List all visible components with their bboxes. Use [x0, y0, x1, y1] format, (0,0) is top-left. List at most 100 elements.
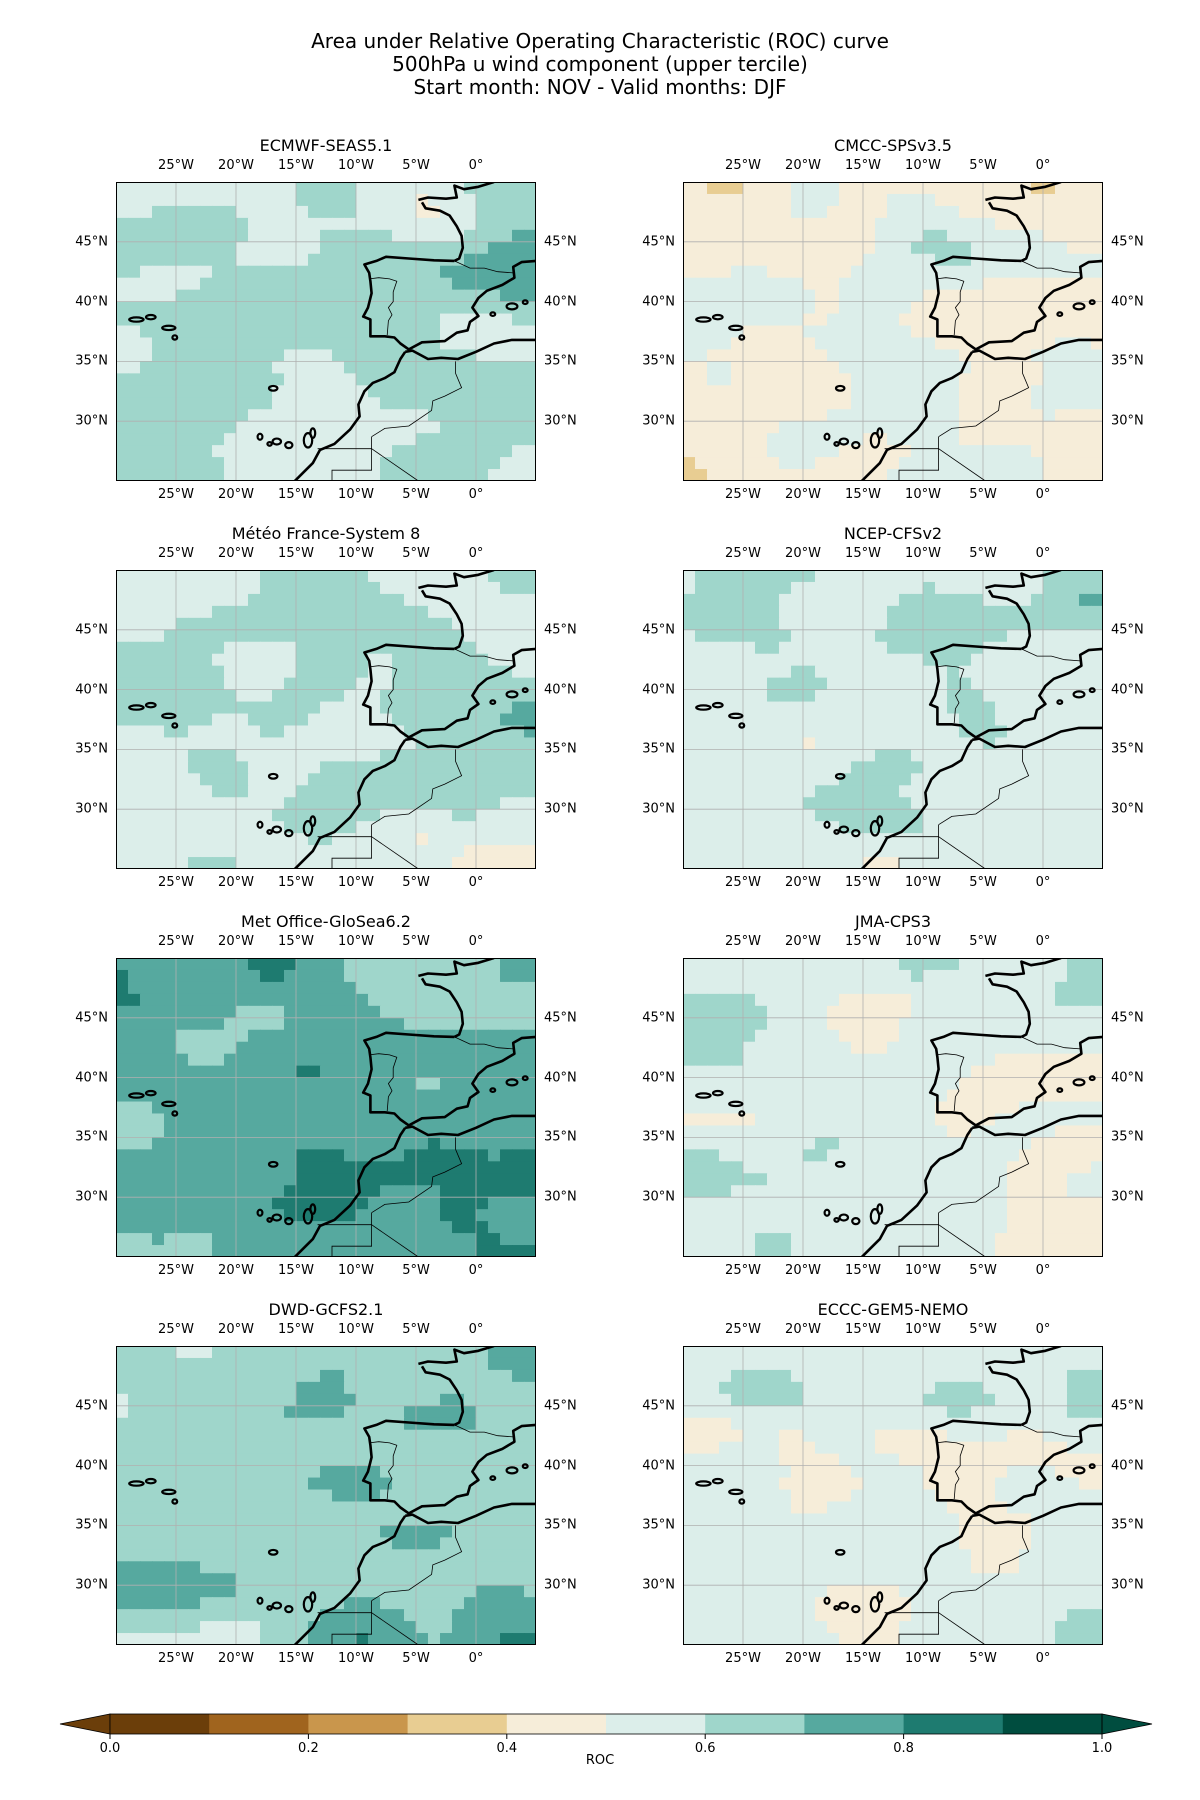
- panel-title-dwd-gcfs2-1: DWD-GCFS2.1: [268, 1300, 384, 1319]
- country-border: [369, 277, 398, 336]
- coastline: [987, 589, 1032, 651]
- island: [738, 1498, 746, 1505]
- island: [309, 1203, 317, 1216]
- roc-map-dwd-gcfs2-1: [116, 1346, 536, 1645]
- colorbar-segment: [308, 1714, 409, 1734]
- lat-tick-right: 45°N: [1111, 622, 1144, 638]
- colorbar-tick-label: 0.8: [893, 1741, 914, 1756]
- coastline: [420, 201, 465, 263]
- country-border: [1021, 1424, 1081, 1438]
- island: [171, 1498, 179, 1505]
- lon-tick-bottom: 15°W: [278, 487, 314, 502]
- island: [161, 1100, 177, 1108]
- island: [876, 815, 884, 828]
- island: [284, 1217, 294, 1226]
- lon-tick-top: 15°W: [278, 1322, 314, 1337]
- lat-tick-left: 40°N: [75, 1458, 108, 1474]
- island: [266, 1605, 273, 1611]
- lon-tick-top: 15°W: [278, 934, 314, 949]
- island: [128, 1480, 145, 1487]
- island: [309, 427, 317, 440]
- country-border: [938, 448, 986, 481]
- roc-field: [683, 1346, 1103, 1645]
- country-border: [898, 1224, 939, 1257]
- island: [521, 1075, 529, 1082]
- lon-tick-top: 15°W: [845, 546, 881, 561]
- lat-tick-right: 35°N: [1111, 741, 1144, 757]
- lon-tick-top: 15°W: [845, 934, 881, 949]
- country-border: [936, 277, 965, 336]
- colorbar-segment: [110, 1714, 210, 1734]
- island: [823, 1208, 831, 1217]
- coastline: [971, 338, 1103, 361]
- island: [711, 1089, 724, 1097]
- lon-tick-top: 0°: [1035, 1322, 1051, 1337]
- country-border: [938, 1612, 986, 1645]
- lat-tick-left: 40°N: [75, 1070, 108, 1086]
- colorbar-segment: [209, 1714, 309, 1734]
- country-border: [371, 448, 419, 481]
- country-border: [1021, 1036, 1081, 1050]
- lon-tick-top: 20°W: [785, 546, 821, 561]
- country-border: [936, 1441, 965, 1500]
- lon-tick-top: 25°W: [725, 934, 761, 949]
- island: [309, 815, 317, 828]
- island: [728, 712, 744, 720]
- lat-tick-left: 45°N: [75, 1010, 108, 1026]
- lon-tick-top: 10°W: [338, 158, 374, 173]
- country-border: [317, 824, 372, 838]
- lat-tick-left: 45°N: [75, 622, 108, 638]
- panel-title-ncep-cfsv2: NCEP-CFSv2: [843, 524, 943, 543]
- colorbar-segment: [705, 1714, 805, 1734]
- country-border: [331, 1612, 372, 1645]
- island: [869, 820, 881, 837]
- island: [695, 1092, 712, 1099]
- lat-tick-right: 30°N: [1111, 801, 1144, 817]
- lat-tick-left: 45°N: [75, 1398, 108, 1414]
- lon-tick-bottom: 10°W: [905, 1651, 941, 1666]
- lon-tick-top: 10°W: [338, 546, 374, 561]
- lon-tick-top: 20°W: [785, 158, 821, 173]
- lat-tick-right: 35°N: [1111, 353, 1144, 369]
- lon-tick-bottom: 20°W: [218, 1263, 254, 1278]
- island: [267, 1160, 279, 1168]
- coastline: [420, 977, 465, 1039]
- island: [823, 1596, 831, 1605]
- coastline: [859, 1127, 974, 1257]
- lon-tick-top: 5°W: [402, 1322, 430, 1337]
- island: [128, 704, 145, 711]
- island: [851, 441, 861, 450]
- coastline: [361, 1419, 536, 1515]
- lat-tick-left: 40°N: [642, 682, 675, 698]
- colorbar-segment: [606, 1714, 706, 1734]
- panel-title-ecmwf-seas5-1: ECMWF-SEAS5.1: [259, 136, 393, 155]
- island: [144, 1477, 157, 1485]
- lat-tick-right: 45°N: [1111, 1398, 1144, 1414]
- lat-tick-right: 45°N: [544, 1010, 577, 1026]
- lon-tick-bottom: 5°W: [402, 875, 430, 890]
- lon-tick-bottom: 25°W: [158, 1263, 194, 1278]
- lat-tick-left: 40°N: [75, 682, 108, 698]
- map-frame: [116, 958, 536, 1257]
- lon-tick-bottom: 10°W: [905, 487, 941, 502]
- lon-tick-top: 5°W: [969, 934, 997, 949]
- lon-tick-bottom: 20°W: [218, 1651, 254, 1666]
- lat-tick-left: 45°N: [642, 1010, 675, 1026]
- graticule: [683, 958, 1103, 1257]
- coastline: [985, 570, 1062, 590]
- island: [1056, 699, 1064, 706]
- lon-tick-bottom: 25°W: [725, 875, 761, 890]
- lon-tick-top: 20°W: [218, 158, 254, 173]
- island: [1072, 302, 1086, 311]
- country-border: [938, 1137, 1030, 1214]
- island: [851, 829, 861, 838]
- country-border: [369, 665, 398, 724]
- lat-tick-right: 30°N: [1111, 1189, 1144, 1205]
- lat-tick-left: 40°N: [642, 1070, 675, 1086]
- lat-tick-left: 40°N: [642, 1458, 675, 1474]
- island: [489, 311, 497, 318]
- island: [309, 1591, 317, 1604]
- lon-tick-bottom: 10°W: [905, 875, 941, 890]
- coastline: [404, 1502, 536, 1525]
- lat-tick-left: 35°N: [75, 353, 108, 369]
